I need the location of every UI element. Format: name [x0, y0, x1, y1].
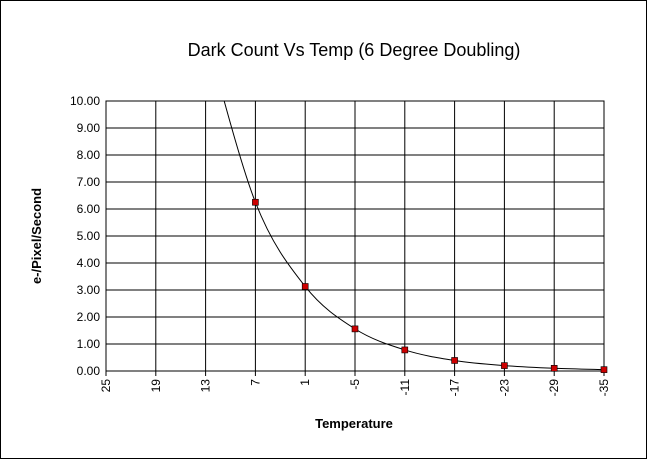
x-tick-label: -5 — [348, 379, 362, 390]
y-tick-label: 8.00 — [77, 148, 101, 162]
y-tick-label: 9.00 — [77, 121, 101, 135]
data-point — [501, 362, 508, 369]
x-tick-label: 13 — [199, 379, 213, 393]
chart-title: Dark Count Vs Temp (6 Degree Doubling) — [188, 40, 521, 60]
y-tick-label: 2.00 — [77, 310, 101, 324]
x-axis-ticks: 25 19 13 7 1 -5 -11 -17 -23 -29 -35 — [99, 379, 611, 397]
y-axis-ticks: 10.00 9.00 8.00 7.00 6.00 5.00 4.00 3.00 2.00 1.0… — [70, 94, 100, 378]
x-tick-label: 25 — [99, 379, 113, 393]
y-tick-label: 1.00 — [77, 337, 101, 351]
data-point — [401, 346, 409, 354]
plot-area — [223, 101, 608, 373]
y-tick-label: 5.00 — [77, 229, 101, 243]
data-point — [351, 325, 359, 333]
grid — [105, 100, 605, 376]
x-tick-label: -11 — [398, 379, 412, 396]
x-tick-label: 7 — [248, 379, 262, 386]
x-tick-label: 1 — [298, 379, 312, 386]
y-tick-label: 10.00 — [70, 94, 100, 108]
x-tick-label: -35 — [597, 379, 611, 397]
data-point — [252, 198, 259, 206]
x-tick-label: -29 — [547, 379, 561, 397]
data-point — [301, 283, 309, 290]
y-tick-label: 4.00 — [77, 256, 101, 270]
x-tick-label: -17 — [448, 379, 462, 397]
x-tick-label: -23 — [497, 379, 511, 397]
plot-border — [105, 100, 605, 372]
data-point — [451, 357, 458, 364]
y-axis-title: e-/Pixel/Second — [29, 188, 44, 284]
y-tick-label: 6.00 — [77, 202, 101, 216]
y-tick-label: 7.00 — [77, 175, 101, 189]
y-tick-label: 3.00 — [77, 283, 101, 297]
data-point — [550, 364, 558, 372]
x-axis-title: Temperature — [315, 416, 393, 431]
y-tick-label: 0.00 — [77, 364, 101, 378]
x-tick-label: 19 — [149, 379, 163, 393]
data-point — [600, 366, 608, 373]
